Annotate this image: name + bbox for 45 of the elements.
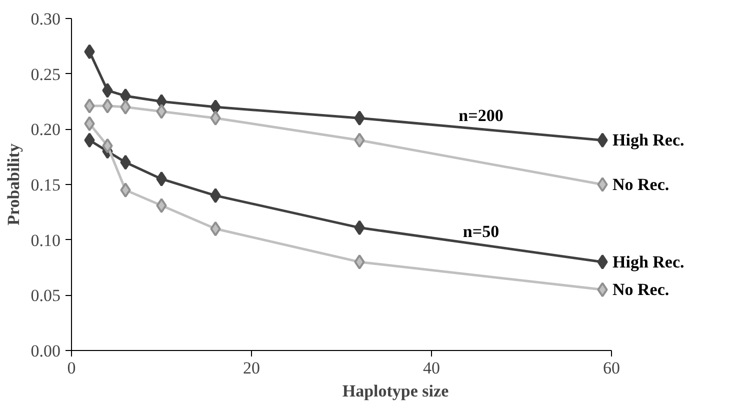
point [210,100,221,115]
point [120,154,131,170]
point [354,110,365,126]
y-tick-label: 0.20 [30,120,60,140]
series-label: High Rec. [612,252,684,272]
point [210,221,221,236]
point [354,254,365,270]
point [120,182,131,198]
y-tick-label: 0.05 [30,286,60,306]
point [120,100,131,115]
y-tick-label: 0.15 [30,176,60,194]
point [84,116,95,132]
x-tick-label: 0 [67,358,76,378]
point [354,220,365,236]
y-tick-label: 0.10 [30,230,60,250]
point [597,282,608,298]
point [102,82,113,98]
point [597,254,608,270]
point [156,198,167,214]
point [102,138,113,154]
point [354,132,365,148]
annotation: n=200 [458,106,504,126]
y-tick-label: 0.30 [30,10,60,28]
x-tick-label: 60 [603,358,620,378]
series-label: No Rec. [612,175,670,194]
series-label: High Rec. [612,130,684,150]
y-tick-label: 0.25 [30,64,60,84]
x-tick-label: 40 [423,358,440,378]
point [84,98,95,114]
y-axis-title: Probability [4,143,23,226]
point [156,171,167,186]
point [84,132,95,148]
point [84,44,95,60]
point [210,188,221,204]
series-label: No Rec. [612,280,670,300]
point [120,88,131,104]
x-tick-label: 20 [243,358,260,378]
point [597,132,608,148]
point [210,110,221,126]
point [597,177,608,192]
point [102,98,113,114]
y-tick-label: 0.00 [30,342,60,360]
x-axis-title: Haplotype size [342,382,450,400]
annotation: n=50 [462,222,500,241]
point [156,104,167,119]
